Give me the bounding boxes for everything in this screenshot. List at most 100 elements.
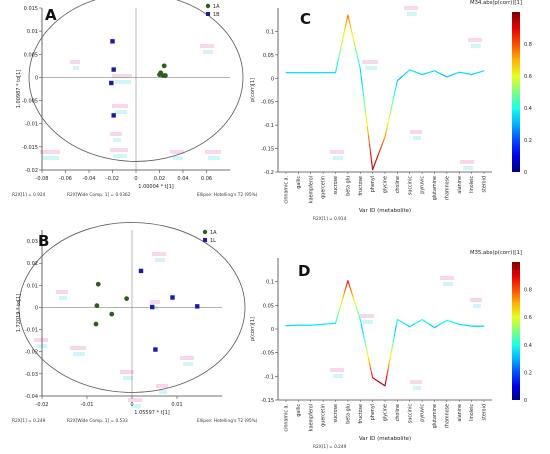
watermark-strip (404, 6, 418, 10)
score-point-1a (93, 321, 99, 327)
loading-line-segment (350, 27, 353, 34)
loading-line-segment (393, 330, 396, 337)
y-tick-label: 0 (271, 76, 274, 82)
watermark-strip (330, 368, 344, 372)
loading-line-segment (361, 85, 364, 95)
loading-line-segment (365, 118, 369, 129)
watermark-strip (173, 156, 183, 160)
colorbar-tick-label: 0 (524, 398, 527, 404)
y-tick-label: 0.01 (27, 29, 38, 35)
watermark-strip (112, 104, 128, 108)
panel-b-score-plot: -0.02 -0.01 0 0.01 -0.04 -0.03 -0.02 -0.01 0 0.01… (12, 222, 258, 424)
legend-label: 1A (210, 230, 217, 236)
loading-line-segment (340, 301, 343, 307)
x-axis-label: 1.00004 * t[1] (138, 184, 173, 190)
score-point-1l (150, 304, 155, 310)
loading-line-segment (341, 38, 344, 45)
legend-marker (205, 3, 211, 9)
loading-line-segment (392, 335, 395, 343)
loading-line-segment (354, 302, 357, 308)
colorbar-tick-label: 0.8 (524, 42, 532, 48)
watermark-strip (152, 252, 166, 256)
y-tick-label: -0.005 (22, 99, 38, 105)
colorbar-tick-label: 0 (524, 170, 527, 176)
loading-line-segment (344, 287, 347, 292)
legend-marker (203, 238, 207, 242)
watermark-strip (470, 298, 482, 302)
category-label: alanine (457, 404, 463, 422)
watermark-strip (155, 258, 165, 262)
category-label: kaempferol (308, 404, 314, 431)
score-point-1a (95, 281, 101, 287)
category-label: choline (395, 176, 401, 193)
y-tick-label: -0.03 (25, 372, 38, 378)
panel-letter: A (45, 6, 57, 24)
loading-line-segment (386, 122, 389, 129)
loading-line-segment (389, 352, 392, 359)
loading-line-segment (362, 93, 365, 104)
loading-line-segment (340, 43, 343, 50)
category-label: beta glu (345, 176, 351, 196)
loading-line-segment (359, 318, 362, 325)
y-tick-label: 0.03 (27, 239, 38, 245)
y-tick-label: 0.015 (24, 6, 38, 12)
loading-line-segment (389, 108, 392, 114)
loading-line-segment (350, 289, 353, 295)
y-tick-label: -0.15 (261, 398, 274, 404)
watermark-strip (333, 156, 343, 160)
category-label: sucrose (333, 176, 339, 194)
loading-line-segment (360, 76, 363, 87)
panel-d-loading-plot: -0.15 -0.1 -0.05 0 0.05 0.1 cinnamic a. gallic k… (250, 250, 532, 450)
category-label: steroid (482, 176, 488, 193)
score-point-1a (161, 63, 167, 69)
category-label: succinic (407, 176, 413, 196)
colorbar-title: M35.abs(p(corr))[1] (470, 250, 522, 256)
watermark-strip (156, 384, 168, 388)
y-axis-label: 1.00987 * to[1] (16, 70, 22, 109)
watermark-strip (200, 44, 214, 48)
watermark-strip (407, 12, 417, 16)
watermark-strip (203, 50, 213, 54)
watermark-strip (128, 398, 142, 402)
loading-line-segment (347, 14, 350, 21)
loading-line-segment (345, 283, 348, 289)
loading-line-segment (356, 309, 359, 314)
loading-line-segment (394, 84, 397, 91)
x-tick-label: -0.02 (106, 176, 119, 182)
loading-line-segment (339, 305, 342, 310)
score-point-1a (157, 72, 162, 78)
watermark-strip (460, 160, 474, 164)
x-tick-label: 0 (130, 402, 133, 408)
category-label: cinnamic a. (284, 176, 290, 204)
loading-line-segment (342, 294, 345, 300)
category-label: succinic (407, 404, 413, 424)
category-label: quercetin (321, 176, 327, 199)
loading-line-segment (351, 293, 354, 298)
score-point-1a (162, 73, 168, 78)
loading-line-segment (338, 308, 341, 314)
x-tick-label: -0.02 (36, 402, 49, 408)
category-label: fructose (358, 176, 364, 196)
watermark-strip (153, 306, 159, 310)
stats-footer: R2X[1] = 0.914 (313, 216, 347, 222)
loading-line-segment (357, 312, 360, 317)
y-tick-label: 0 (271, 327, 274, 333)
loading-line-segment (334, 319, 338, 324)
y-tick-label: 0.1 (266, 280, 274, 286)
loading-line-segment (393, 89, 396, 96)
watermark-strip (150, 300, 160, 304)
category-label: sucrose (333, 404, 339, 422)
loading-line-segment (343, 290, 346, 296)
loading-line-segment (352, 296, 355, 301)
colorbar-title: M34.abs(p(corr))[1] (470, 0, 522, 6)
x-tick-label: 0.04 (177, 176, 188, 182)
watermark-strip (123, 376, 133, 380)
y-axis-label: p(corr)[1] (250, 317, 256, 341)
category-label: choline (395, 404, 401, 421)
y-tick-label: 0.1 (266, 29, 274, 35)
loading-line-segment (339, 48, 342, 55)
x-tick-label: 0.06 (201, 176, 212, 182)
panel-letter: B (38, 232, 49, 250)
colorbar-tick-label: 0.6 (524, 315, 532, 321)
loading-line-segment (390, 103, 393, 110)
